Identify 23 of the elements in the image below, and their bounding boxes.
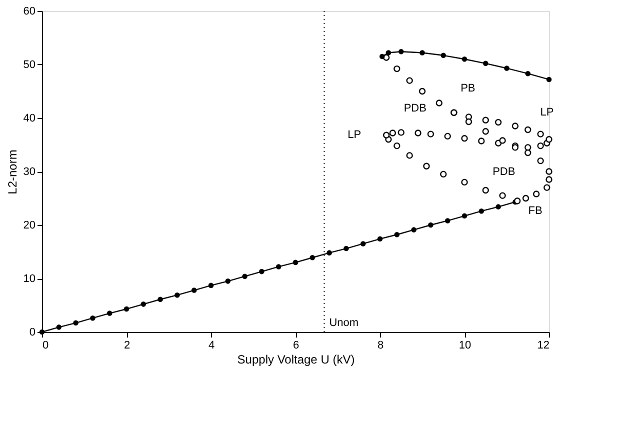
y-tick-label: 40 [23, 112, 36, 124]
x-tick-label: 4 [208, 340, 215, 352]
y-tick-label: 50 [23, 59, 36, 71]
annotation: PDB [492, 166, 516, 178]
ref-line-label: Unom [329, 317, 359, 329]
y-tick-label: 10 [23, 273, 36, 285]
annotation: FB [528, 204, 542, 217]
x-axis-title: Supply Voltage U (kV) [237, 352, 355, 366]
y-tick-label: 60 [23, 6, 36, 18]
y-tick-label: 0 [29, 326, 36, 338]
x-tick-label: 2 [124, 340, 130, 352]
annotation: PB [460, 82, 476, 95]
x-tick-label: 6 [292, 340, 300, 352]
annotation: LP [540, 106, 554, 118]
annotation: LP [348, 129, 362, 142]
x-tick-label: 12 [537, 340, 550, 352]
x-tick-label: 0 [42, 340, 49, 352]
y-tick-label: 30 [23, 166, 36, 178]
x-tick-label: 8 [377, 340, 384, 352]
x-tick-label: 10 [458, 340, 472, 352]
annotation: PDB [404, 102, 426, 114]
y-tick-label: 20 [23, 220, 36, 232]
y-axis-title: L2-norm [5, 150, 20, 194]
